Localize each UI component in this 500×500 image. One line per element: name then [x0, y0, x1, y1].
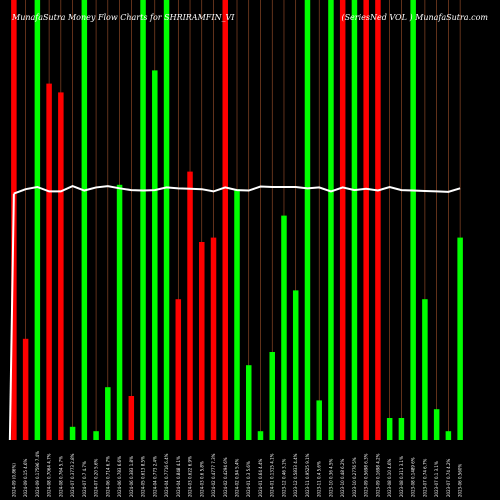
x-tick-label: 2023-10 0.2776 5%	[352, 457, 357, 497]
bar-29	[339, 0, 346, 440]
x-tick-label: 2024-04 0.773 2.4%	[152, 456, 157, 497]
x-tick-label: 2024-08 0.7064 4.7%	[47, 453, 52, 497]
money-flow-line	[13, 185, 461, 195]
bar-36	[422, 299, 428, 440]
bar-21	[245, 365, 252, 440]
bar-17	[199, 242, 205, 440]
x-tick-label: 2024-09 0.17596 7.4%	[35, 451, 40, 497]
bar-34	[398, 418, 405, 440]
x-tick-label: 2024-01 0.3 5.6%	[246, 461, 251, 497]
x-tick-label: 2023-12 0.46 3.1%	[281, 458, 286, 497]
bar-11	[128, 396, 135, 440]
x-tick-label: 2023-10 0.48 6.2%	[340, 458, 345, 497]
x-tick-label: 2023-08 0.10 4.6%	[387, 458, 392, 497]
x-tick-label: 2024-09 0.15 4.6%	[23, 458, 28, 497]
bar-25	[292, 290, 299, 440]
x-tick-label: 2024-02 0.94 5.4%	[235, 458, 240, 497]
bar-22	[257, 431, 264, 440]
x-tick-label: 2023-07 0.1 3.1%	[434, 461, 439, 497]
x-tick-label: 2024-04 0.7716 6.4%	[164, 453, 169, 497]
x-tick-label: 2023-08 0.1489 6%	[411, 457, 416, 497]
chart-title-right: (SeriesNed VOL ) MunafaSutra.com	[341, 13, 488, 22]
bar-23	[269, 352, 275, 440]
x-tick-label: 2024-03 0.622 6.9%	[188, 456, 193, 497]
x-tick-label: 2024-05 0.613 8.5%	[141, 456, 146, 497]
bar-24	[281, 215, 287, 440]
bar-15	[175, 299, 182, 440]
x-tick-label: 2024-03 0.6 5.8%	[199, 461, 204, 497]
x-tick-label: 2024-06 0.783 6.6%	[117, 456, 122, 497]
bar-19	[222, 0, 229, 440]
x-tick-label: 2024-02 0.4294 6%	[223, 457, 228, 497]
bar-28	[328, 0, 334, 440]
x-tick-label: 2023-12 0.5833 4.4%	[293, 453, 298, 497]
x-tick-label: 2024-02 0.4777 7.3%	[211, 453, 216, 497]
money-flow-line-start	[8, 193, 15, 441]
bar-37	[433, 409, 440, 440]
x-tick-label: 2024-01 0.64 4.4%	[258, 458, 263, 497]
bar-series	[11, 0, 463, 441]
bar-26	[304, 0, 311, 440]
x-tick-label: 2023-06 0.560%	[458, 464, 463, 497]
bar-27	[316, 400, 322, 440]
x-tick-label: 2024-09 (0.86%)	[11, 463, 16, 497]
bar-18	[210, 237, 217, 440]
bar-2	[22, 338, 29, 440]
chart-title-left: MunafaSutra Money Flow Charts for SHRIRA…	[11, 13, 235, 22]
bar-38	[445, 431, 452, 440]
x-tick-label: 2023-11 0.9525 9.1%	[305, 453, 310, 497]
bar-5	[58, 92, 64, 441]
bar-3	[34, 0, 41, 440]
bar-31	[363, 0, 369, 440]
x-tick-label: 2023-11 0.4 5.6%	[317, 461, 322, 497]
bar-7	[81, 0, 88, 440]
x-tick-label: 2023-10 0.36 4.5%	[328, 458, 333, 497]
bar-33	[386, 418, 393, 440]
x-tick-label: 2024-08 0.764 5.7%	[58, 456, 63, 497]
bar-20	[234, 189, 240, 440]
bar-10	[116, 184, 123, 440]
x-tick-label: 2023-09 0.1698 4.2%	[375, 453, 380, 497]
x-tick-label: 2023-08 0.311 3.1%	[399, 456, 404, 497]
x-tick-label: 2024-04 0.848 4.1%	[176, 456, 181, 497]
x-tick-label: 2024-07 0.20 5.6%	[94, 458, 99, 497]
bar-4	[46, 83, 52, 440]
bar-35	[410, 0, 416, 440]
bar-16	[187, 171, 193, 440]
bar-30	[351, 0, 358, 440]
bar-8	[93, 431, 99, 440]
x-tick-label: 2023-09 0.5698 6.3%	[364, 453, 369, 497]
x-tick-label: 2024-06 0.383 1.8%	[129, 456, 134, 497]
x-tick-label: 2024-06 0.714 6.7%	[105, 456, 110, 497]
x-tick-label: 2024-01 0.1315 4.1%	[270, 453, 275, 497]
x-tick-label: 2023-07 0.74 6.7%	[422, 458, 427, 497]
x-tick-labels: 2024-09 (0.86%) 2024-09 0.15 4.6% 2024-09 …	[11, 451, 462, 497]
x-tick-label: 2024-07 0.3773 2.8%	[70, 453, 75, 497]
bar-13	[152, 70, 158, 441]
bar-9	[105, 387, 111, 440]
bar-12	[140, 0, 146, 440]
bar-14	[163, 0, 170, 440]
bar-6	[69, 426, 76, 440]
x-tick-label: 2024-07 0.7 4.7%	[82, 461, 87, 497]
line-series	[8, 185, 461, 441]
bar-39	[457, 237, 463, 440]
bar-32	[375, 0, 381, 440]
x-tick-label: 2023-07 0.74 4.2%	[446, 458, 451, 497]
